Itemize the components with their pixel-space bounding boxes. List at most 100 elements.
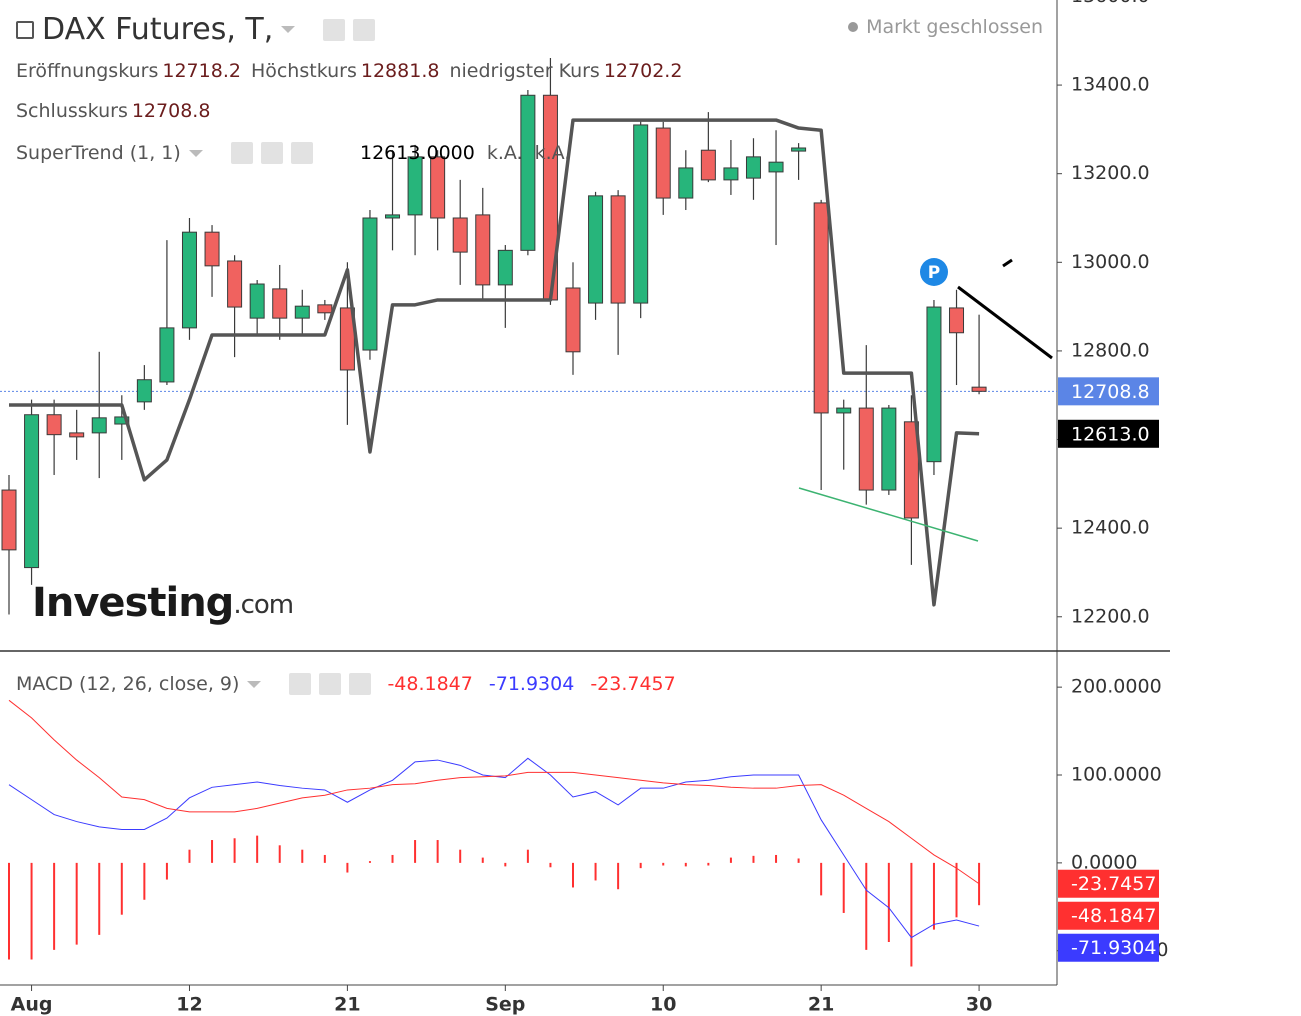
candle-body: [791, 147, 807, 152]
chart-title: DAX Futures, T,: [42, 12, 274, 47]
macd-legend: MACD (12, 26, close, 9) -48.1847 -71.930…: [16, 673, 676, 695]
candle-body: [565, 287, 581, 353]
ohlc-value: 12708.8: [131, 100, 211, 122]
candle-body: [813, 202, 829, 414]
candle-body: [452, 217, 468, 253]
last-value-label: -71.9304: [1071, 937, 1156, 959]
trend-line: [957, 285, 1053, 360]
indicator-name: MACD (12, 26, close, 9): [16, 673, 240, 695]
candle-body: [227, 260, 243, 308]
candle-body: [114, 416, 130, 425]
last-value-label: -23.7457: [1071, 873, 1156, 895]
indicator-legend: SuperTrend (1, 1): [16, 142, 313, 164]
y-tick-label: 12200.0: [1071, 605, 1150, 627]
eye-icon[interactable]: [289, 673, 312, 695]
settings-icon[interactable]: [260, 142, 283, 164]
macd-value: -48.1847: [387, 673, 473, 695]
x-tick-label: 21: [334, 994, 360, 1016]
candle-body: [633, 124, 649, 304]
drawings: [798, 258, 1053, 542]
candle-body: [1, 489, 17, 551]
close-icon[interactable]: [349, 673, 372, 695]
candle-body: [272, 288, 288, 319]
candle-body: [520, 94, 536, 251]
candle-body: [858, 407, 874, 491]
macd-value: -71.9304: [488, 673, 575, 695]
settings-icon[interactable]: [319, 673, 342, 695]
candle-body: [159, 327, 175, 383]
y-tick-label: 100.0000: [1071, 764, 1162, 786]
collapse-icon[interactable]: [16, 20, 34, 39]
watermark-text: .com: [233, 590, 293, 620]
candle-body: [745, 156, 761, 179]
x-tick-label: Aug: [11, 994, 53, 1016]
ohlc-legend: Schlusskurs 12708.8: [16, 100, 216, 122]
ohlc-name: Eröffnungskurs: [16, 60, 159, 82]
status-dot: [848, 22, 859, 32]
candle-body: [497, 249, 513, 286]
candle-body: [723, 167, 739, 181]
candle-body: [768, 161, 784, 173]
watermark-text: Investing: [32, 580, 233, 626]
dropdown[interactable]: [188, 149, 203, 157]
ohlc-name: Höchstkurs: [250, 60, 357, 82]
candle-body: [317, 304, 333, 314]
candle-body: [610, 195, 626, 304]
ohlc-value: 12881.8: [360, 60, 440, 82]
candle-body: [971, 386, 987, 392]
supertrend-line: [9, 118, 980, 607]
candle-body: [294, 305, 310, 319]
candle-body: [385, 214, 401, 219]
candle-body: [588, 195, 604, 304]
candle-body: [678, 167, 694, 199]
pen-stroke: [1002, 258, 1013, 268]
marker: [920, 258, 948, 286]
supertrend-label: 12613.0: [1071, 423, 1150, 445]
x-tick-label: 30: [966, 994, 992, 1016]
y-tick-label: 200.0000: [1071, 676, 1162, 698]
indicator-value: 12613.0000: [360, 142, 475, 164]
candle-body: [949, 307, 965, 334]
candle-body: [24, 414, 40, 569]
y-tick-label: 12400.0: [1071, 517, 1150, 539]
y-tick-label: 13600.0: [1071, 0, 1150, 7]
candle-body: [204, 231, 220, 267]
eye-icon[interactable]: [230, 142, 253, 164]
ohlc-value: 12718.2: [162, 60, 241, 82]
header: DAX Futures, T,: [16, 12, 376, 47]
last-value-label-box: [1058, 933, 1159, 962]
macd-value: -23.7457: [590, 673, 676, 695]
supertrend-label-box: [1058, 419, 1159, 448]
close-icon[interactable]: [290, 142, 313, 164]
dropdown[interactable]: [281, 26, 296, 33]
candle-body: [181, 231, 197, 329]
status: Markt geschlossen: [848, 16, 1043, 38]
last-value-label-box: [1058, 901, 1159, 930]
candle-body: [430, 156, 446, 219]
candle-body: [655, 127, 671, 199]
x-tick-label: 10: [650, 994, 676, 1016]
candle-body: [91, 417, 107, 434]
candle-body: [836, 407, 852, 414]
x-tick-label: 21: [808, 994, 834, 1016]
ohlc-name: Schlusskurs: [16, 100, 128, 122]
dropdown[interactable]: [247, 680, 262, 688]
indicator-values: 12613.0000 k.A. k.A.: [360, 142, 570, 164]
y-tick-label: 12800.0: [1071, 339, 1150, 361]
last-value-label: -48.1847: [1071, 905, 1156, 927]
settings-icon[interactable]: [353, 18, 376, 41]
candle-body: [475, 214, 491, 286]
watermark: Investing.com: [32, 580, 293, 626]
trend-line: [798, 487, 979, 542]
indicator-line: [8, 757, 980, 939]
ohlc-name: niedrigster Kurs: [449, 60, 600, 82]
candle-body: [881, 407, 897, 491]
candle-body: [136, 379, 152, 403]
last-value-label-box: [1058, 869, 1159, 898]
eye-icon[interactable]: [323, 18, 346, 41]
last-price-label: 12708.8: [1071, 381, 1150, 403]
candle-body: [407, 156, 423, 216]
indicator-line: [8, 699, 980, 885]
